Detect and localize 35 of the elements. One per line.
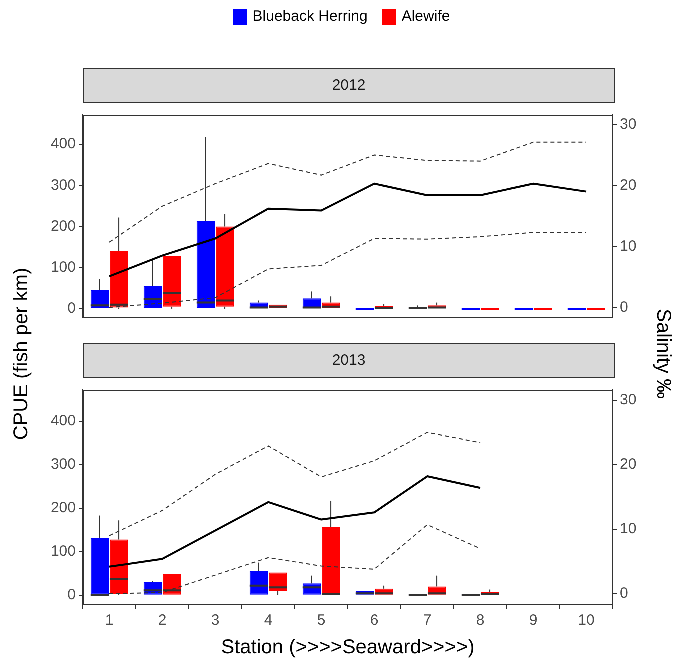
legend-label: Alewife — [402, 8, 450, 25]
y-tick-label: 0 — [68, 300, 76, 318]
legend-label: Blueback Herring — [252, 8, 368, 25]
x-tick-label: 8 — [476, 612, 485, 630]
y2-tick-label: 20 — [620, 176, 637, 194]
x-tick-label: 9 — [529, 612, 538, 630]
x-tick-label: 2 — [158, 612, 167, 630]
y-tick-label: 100 — [50, 259, 76, 276]
y2-tick-label: 10 — [620, 520, 637, 538]
x-tick-label: 7 — [423, 612, 432, 630]
y-tick-label: 400 — [50, 136, 76, 153]
y-tick-label: 300 — [50, 456, 76, 473]
y2-tick-label: 0 — [620, 298, 628, 316]
y-tick-label: 200 — [50, 500, 76, 517]
chart-title: 2012 — [83, 68, 615, 103]
y-tick-label: 0 — [68, 586, 76, 604]
y-tick-label: 200 — [50, 218, 76, 235]
x-tick-label: 6 — [370, 612, 379, 630]
x-tick-label: 4 — [264, 612, 273, 630]
x-tick-label: 1 — [105, 612, 114, 630]
y2-axis-title: Salinity ‰ — [652, 308, 674, 400]
chart-title: 2013 — [83, 343, 615, 378]
y-tick-label: 400 — [50, 412, 76, 430]
y-tick-label: 300 — [50, 176, 76, 194]
x-tick-label: 5 — [317, 612, 326, 630]
x-tick-label: 3 — [211, 612, 220, 630]
y2-tick-label: 20 — [620, 456, 637, 474]
x-tick-label: 10 — [578, 612, 595, 630]
y2-tick-label: 30 — [620, 391, 637, 408]
y2-tick-label: 10 — [620, 238, 637, 255]
y-axis-title: CPUE (fish per km) — [10, 268, 34, 440]
y2-tick-label: 0 — [620, 585, 628, 602]
y-tick-label: 100 — [50, 543, 76, 560]
y2-tick-label: 30 — [620, 116, 637, 133]
x-axis-title: Station (>>>>Seaward>>>>) — [221, 636, 475, 660]
